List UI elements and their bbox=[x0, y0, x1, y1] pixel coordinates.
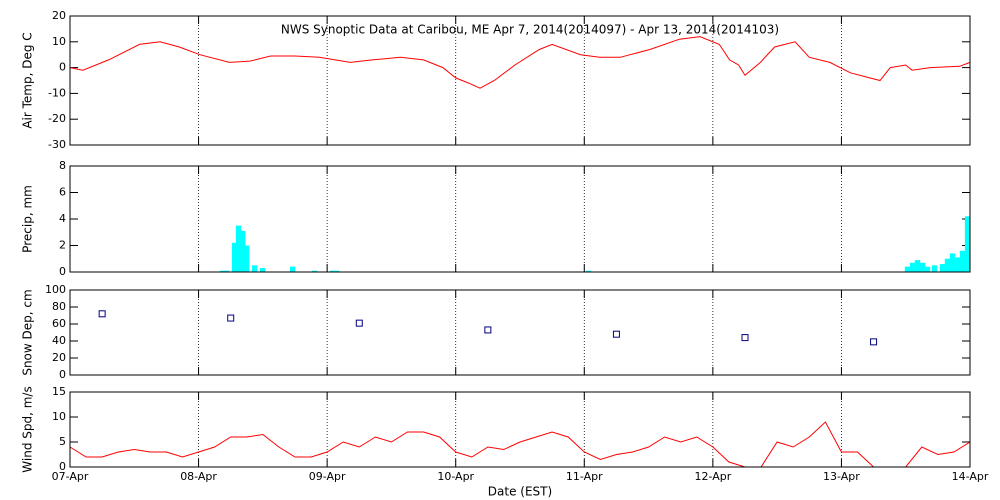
y-tick-label: 15 bbox=[52, 385, 66, 398]
x-tick-label: 10-Apr bbox=[437, 470, 474, 483]
x-tick-label: 08-Apr bbox=[180, 470, 217, 483]
bar bbox=[251, 265, 258, 272]
point bbox=[227, 314, 235, 322]
bar bbox=[259, 268, 266, 272]
x-tick-label: 12-Apr bbox=[694, 470, 731, 483]
y-tick-label: 0 bbox=[59, 460, 66, 473]
data-line bbox=[69, 36, 971, 89]
x-tick-label: 13-Apr bbox=[823, 470, 860, 483]
point bbox=[870, 338, 878, 346]
bar bbox=[949, 253, 956, 272]
y-axis-label: Snow Dep, cm bbox=[21, 289, 35, 375]
y-tick-label: 20 bbox=[52, 9, 66, 22]
x-axis-label: Date (EST) bbox=[488, 485, 552, 499]
plot-frame bbox=[69, 391, 971, 468]
y-tick-label: 60 bbox=[52, 317, 66, 330]
y-axis-label: Air Temp, Deg C bbox=[21, 32, 35, 128]
plot-frame bbox=[69, 289, 971, 376]
y-tick-label: 8 bbox=[59, 159, 66, 172]
point bbox=[355, 319, 363, 327]
plot-frame bbox=[69, 15, 971, 146]
point bbox=[484, 326, 492, 334]
bar bbox=[924, 266, 931, 272]
bar bbox=[231, 242, 238, 272]
bar bbox=[904, 266, 911, 272]
bar bbox=[914, 260, 921, 272]
x-tick-label: 09-Apr bbox=[309, 470, 346, 483]
y-tick-label: -20 bbox=[48, 112, 66, 125]
bar bbox=[219, 270, 226, 272]
bar bbox=[311, 270, 318, 272]
bar bbox=[333, 270, 340, 272]
x-tick-label: 07-Apr bbox=[52, 470, 89, 483]
bar bbox=[585, 270, 592, 272]
point bbox=[612, 330, 620, 338]
y-tick-label: -30 bbox=[48, 138, 66, 151]
y-tick-label: 4 bbox=[59, 212, 66, 225]
bar bbox=[243, 245, 250, 272]
bar bbox=[909, 262, 916, 272]
y-axis-label: Precip, mm bbox=[21, 185, 35, 253]
bar bbox=[931, 265, 938, 272]
bar bbox=[289, 266, 296, 272]
bar bbox=[959, 250, 966, 272]
x-tick-label: 14-Apr bbox=[952, 470, 989, 483]
bar bbox=[964, 216, 971, 272]
bar bbox=[939, 264, 946, 272]
y-tick-label: 80 bbox=[52, 300, 66, 313]
y-axis-label: Wind Spd, m/s bbox=[21, 386, 35, 472]
bar bbox=[235, 225, 242, 272]
point bbox=[98, 310, 106, 318]
y-tick-label: 40 bbox=[52, 334, 66, 347]
plot-frame bbox=[69, 165, 971, 273]
y-tick-label: 6 bbox=[59, 186, 66, 199]
bar bbox=[329, 270, 336, 272]
y-tick-label: 0 bbox=[59, 368, 66, 381]
bar bbox=[919, 262, 926, 272]
y-tick-label: 2 bbox=[59, 239, 66, 252]
y-tick-label: 20 bbox=[52, 351, 66, 364]
y-tick-label: -10 bbox=[48, 86, 66, 99]
point bbox=[741, 334, 749, 342]
y-tick-label: 10 bbox=[52, 35, 66, 48]
y-tick-label: 100 bbox=[45, 283, 66, 296]
x-tick-label: 11-Apr bbox=[566, 470, 603, 483]
bar bbox=[223, 270, 230, 272]
y-tick-label: 10 bbox=[52, 410, 66, 423]
bar bbox=[944, 258, 951, 272]
y-tick-label: 5 bbox=[59, 435, 66, 448]
bar bbox=[954, 257, 961, 272]
data-line bbox=[69, 421, 971, 468]
chart-title: NWS Synoptic Data at Caribou, ME Apr 7, … bbox=[281, 23, 779, 37]
y-tick-label: 0 bbox=[59, 61, 66, 74]
y-tick-label: 0 bbox=[59, 265, 66, 278]
bar bbox=[239, 230, 246, 272]
